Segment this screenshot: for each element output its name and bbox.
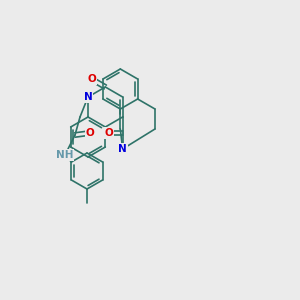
Text: O: O [85,128,94,138]
Text: O: O [104,128,113,138]
Text: N: N [84,92,92,102]
Text: N: N [118,144,127,154]
Text: NH: NH [56,150,74,160]
Text: O: O [88,74,97,85]
